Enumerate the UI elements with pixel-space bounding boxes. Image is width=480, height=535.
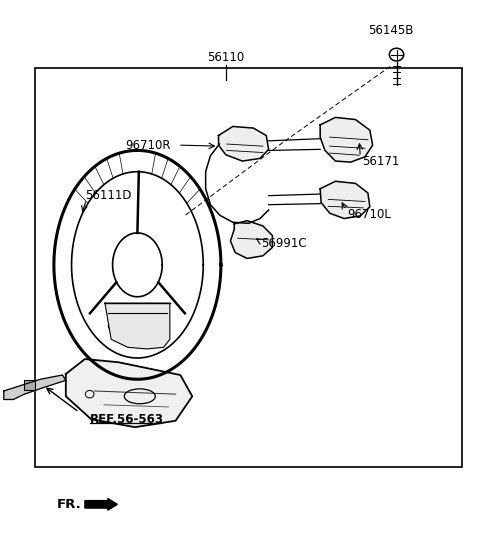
Polygon shape bbox=[320, 117, 372, 162]
Text: 56111D: 56111D bbox=[85, 189, 132, 202]
Text: 96710L: 96710L bbox=[348, 208, 391, 221]
Polygon shape bbox=[218, 126, 269, 161]
Text: 56991C: 56991C bbox=[262, 237, 307, 250]
Text: 56110: 56110 bbox=[207, 51, 244, 64]
Text: 56145B: 56145B bbox=[368, 24, 413, 37]
FancyArrow shape bbox=[85, 499, 117, 510]
Polygon shape bbox=[320, 181, 370, 218]
Polygon shape bbox=[230, 220, 273, 258]
Text: 56171: 56171 bbox=[362, 155, 399, 167]
Text: 96710R: 96710R bbox=[125, 139, 171, 151]
Polygon shape bbox=[105, 303, 170, 349]
Polygon shape bbox=[66, 359, 192, 427]
Text: REF.56-563: REF.56-563 bbox=[90, 412, 164, 426]
Ellipse shape bbox=[389, 48, 404, 61]
Bar bbox=[24, 380, 35, 390]
Text: FR.: FR. bbox=[56, 498, 81, 511]
Bar bbox=[35, 68, 462, 467]
Polygon shape bbox=[4, 375, 66, 400]
